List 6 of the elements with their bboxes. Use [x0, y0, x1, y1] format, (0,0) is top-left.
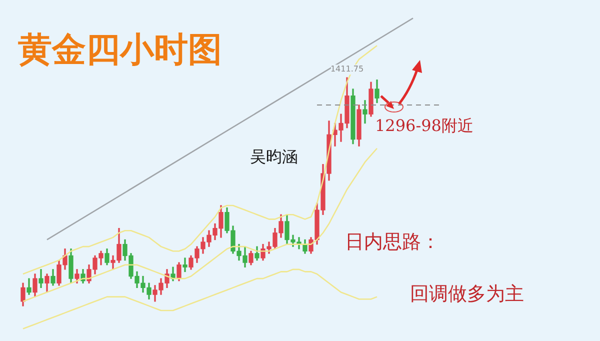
annotation: 吴昀涵	[250, 147, 298, 166]
annotation: 1411.75	[330, 64, 364, 74]
annotation: 回调做多为主	[410, 282, 524, 305]
annotation: 日内思路：	[345, 230, 440, 253]
ref-line-label: 1296-98附近	[375, 116, 474, 136]
chart-title: 黄金四小时图	[18, 30, 222, 70]
